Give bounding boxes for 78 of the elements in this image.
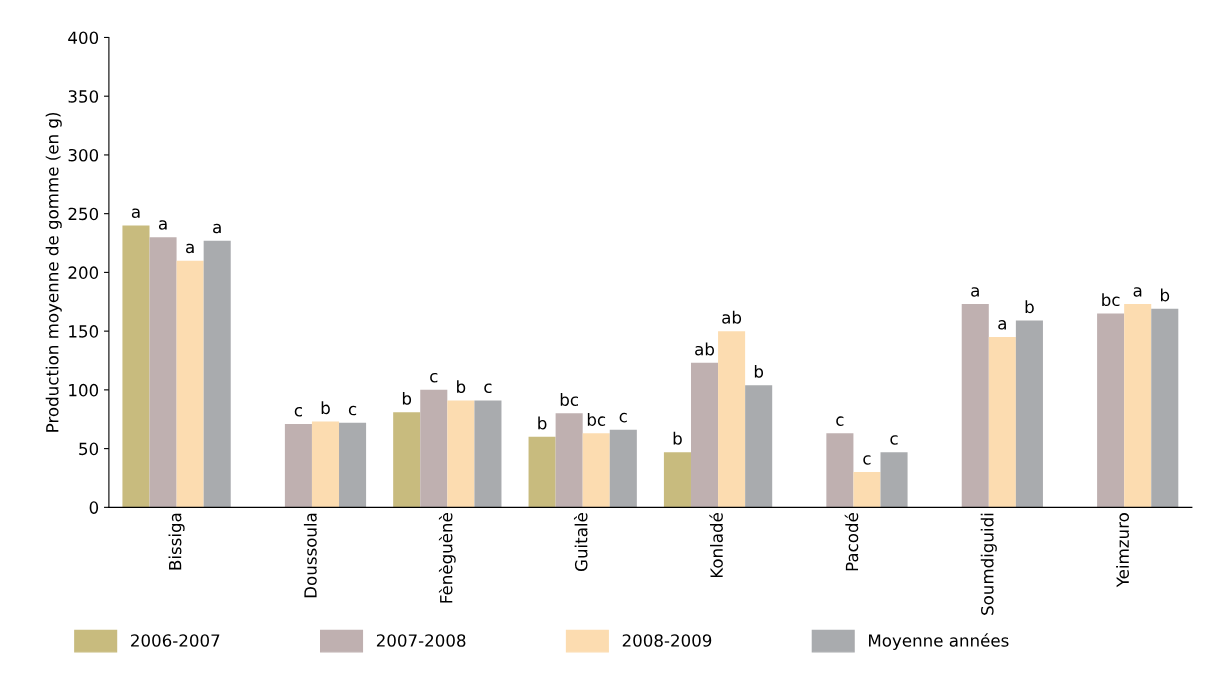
- y-tick-label: 0: [89, 501, 99, 514]
- bar: [284, 423, 312, 508]
- bar: [555, 413, 583, 508]
- y-tick-label: 150: [69, 325, 99, 338]
- data-label: bc: [560, 393, 578, 406]
- data-label: b: [457, 380, 466, 394]
- x-tick-label: Soumdiguidi: [980, 513, 997, 615]
- data-label: b: [754, 364, 764, 378]
- data-label: a: [131, 208, 140, 219]
- bar: [826, 433, 854, 508]
- bar: [745, 385, 773, 508]
- legend-label: Moyenne années: [869, 633, 1009, 651]
- data-label: c: [836, 416, 844, 426]
- data-label: b: [321, 401, 330, 415]
- data-label: ab: [695, 342, 715, 356]
- data-label: b: [538, 416, 547, 430]
- legend-label: 2007-2008: [376, 634, 466, 647]
- bar: [176, 260, 204, 508]
- data-label: bc: [1102, 293, 1120, 307]
- data-label: c: [484, 383, 492, 394]
- y-tick-label: 350: [68, 90, 99, 103]
- bar: [447, 400, 475, 508]
- y-axis-title: Production moyenne de gomme (en g): [45, 112, 62, 432]
- legend-label: 2008-2009: [622, 634, 712, 647]
- bar: [1097, 313, 1125, 508]
- bar: [663, 452, 691, 508]
- bar: [528, 436, 556, 508]
- bar: [880, 452, 908, 508]
- x-tick-label: Yeimzuro: [1116, 513, 1129, 588]
- data-label: b: [1161, 288, 1170, 302]
- data-label: b: [673, 431, 682, 445]
- bar: [582, 433, 610, 508]
- data-label: a: [998, 320, 1006, 330]
- data-label: a: [213, 223, 221, 234]
- data-label: a: [971, 287, 979, 297]
- y-tick-label: 400: [68, 31, 99, 45]
- data-label: c: [863, 455, 871, 465]
- x-tick-label: Guitalè: [573, 513, 588, 572]
- data-label: b: [402, 391, 412, 405]
- bar: [1015, 320, 1043, 508]
- x-tick-label: Fènèguènè: [438, 513, 456, 603]
- bar: [203, 240, 231, 508]
- bar: [420, 389, 448, 508]
- legend-label: 2006-2007: [131, 634, 220, 647]
- bar: [122, 225, 150, 508]
- data-label: b: [1025, 300, 1034, 314]
- x-tick-label: Konladé: [709, 513, 723, 578]
- y-tick-label: 300: [68, 148, 99, 162]
- bar: [690, 362, 719, 508]
- bar: [609, 429, 637, 508]
- y-tick-label: 200: [68, 266, 99, 279]
- data-label: ab: [722, 310, 742, 324]
- bar: [1124, 304, 1152, 508]
- bar: [339, 422, 367, 508]
- bar: [1151, 308, 1179, 508]
- data-label: c: [890, 435, 898, 445]
- data-label: c: [430, 372, 438, 383]
- bar: [961, 304, 989, 508]
- data-label: bc: [587, 413, 606, 426]
- bar: [853, 472, 881, 508]
- data-label: c: [348, 405, 357, 416]
- x-tick-label: Pacodé: [844, 513, 859, 571]
- data-label: c: [619, 412, 627, 423]
- x-tick-label: Doussoula: [303, 513, 317, 598]
- bar: [988, 337, 1016, 508]
- y-tick-label: 100: [69, 383, 99, 397]
- data-label: a: [186, 243, 194, 254]
- bar: [718, 331, 746, 508]
- bar: [393, 412, 421, 508]
- bar: [149, 237, 177, 508]
- data-label: a: [1133, 287, 1142, 297]
- y-tick-label: 250: [68, 207, 99, 221]
- y-tick-label: 50: [79, 442, 99, 456]
- data-label: a: [158, 220, 167, 230]
- bar: [311, 421, 340, 508]
- bar: [474, 400, 502, 508]
- data-label: c: [294, 406, 302, 417]
- x-tick-label: Bissiga: [168, 513, 185, 570]
